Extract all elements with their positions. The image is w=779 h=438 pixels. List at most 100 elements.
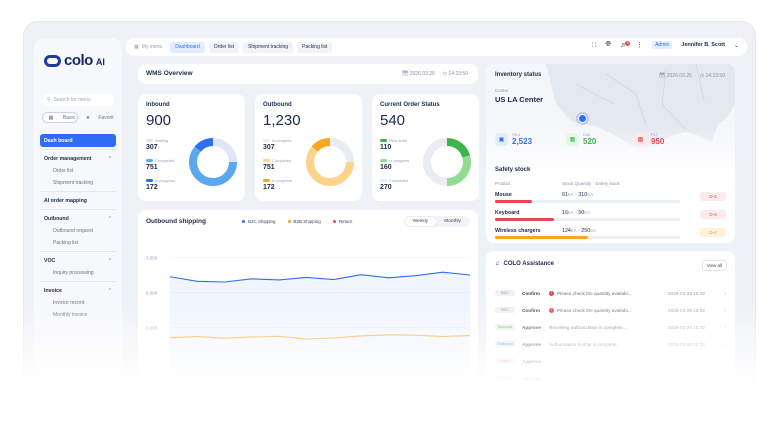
stock-value: 124 [562,228,571,234]
assistance-message: ! Please check the quantity availabi... [549,307,668,313]
tab-packing-list[interactable]: Packing list [297,41,333,53]
location-pin-icon[interactable] [578,114,587,123]
calendar-date: 📅︎ 2026.03.26 [658,73,692,79]
safety-stock-row[interactable]: Mouse 61EA · 310EA D-2 [495,192,726,206]
product-name: Keyboard [495,210,520,216]
more-vertical-icon[interactable]: ⋮ [636,42,644,49]
monthly-button[interactable]: Monthly [444,219,461,224]
inventory-status-card: Inventory status 📅︎ 2026.03.26 ◷ 14:23:5… [486,64,735,243]
user-name[interactable]: Jennifer B. Scott [681,42,725,48]
safety-stock-row[interactable]: Keyboard 16EA · 50EA D-3 [495,210,726,224]
action-label: Confirm [522,290,540,296]
stat-title: Inbound [146,102,170,108]
app-window: colo AI ⚲ Search for menu ▦ Basic ★ Favori… [24,22,755,422]
chevron-down-icon[interactable]: ⌄ [733,42,739,49]
assistance-row[interactable]: B2C Confirm! Please check the quantity ava… [495,287,726,299]
safety-stock-row[interactable]: Wireless chargers 124EA · 250EA D-4 [495,228,726,242]
assistance-row[interactable]: Inbound Approve Receiving authorization is… [495,321,726,333]
weekly-button[interactable]: Weekly [404,217,437,226]
menu-icon: ▦ [134,44,139,50]
y-tick-label: 3,000 [146,326,158,331]
kpi-label: Cell [583,132,590,137]
sidebar-subitem-outbound-request[interactable]: Outbound request [40,225,116,237]
kpi-value: 2,523 [512,137,533,146]
assistance-row[interactable]: Return Approve › [495,355,726,367]
category-tag: B2C [495,290,515,296]
toggle-favorit-label: Favorit [98,114,114,121]
sidebar-subitem-order-list[interactable]: Order list [40,165,116,177]
message-text: Receiving authorization is complete... [549,324,627,330]
sidebar-item-order-management[interactable]: Order management ⌃ [40,152,116,165]
assistance-row[interactable]: Return Approve › [495,372,726,384]
sidebar-item-ai-order-mapping[interactable]: AI order mapping [40,194,116,207]
stat-legend-row: Completed 751 [146,158,174,171]
chevron-right-icon[interactable]: › [724,375,726,381]
globe-icon[interactable]: 🌐︎ [605,41,612,48]
outbound-donut-chart [306,138,354,186]
legend-value: 110 [380,144,392,151]
product-name: Wireless chargers [495,228,541,234]
sidebar-subitem-invoice-record[interactable]: Invoice record [40,297,116,309]
toggle-favorit[interactable]: ★ Favorit [80,112,114,123]
assistance-row[interactable]: Outbound Approve Authorization to ship is … [495,338,726,350]
chevron-right-icon[interactable]: › [724,307,726,313]
assistance-message: Receiving authorization is complete... [549,325,668,330]
legend-swatch [263,179,270,182]
sidebar-item-voc[interactable]: VOC ⌃ [40,254,116,267]
map-background[interactable] [486,64,735,174]
logo[interactable]: colo AI [44,52,105,69]
menu-search-input[interactable]: ⚲ Search for menu [42,94,114,106]
chevron-right-icon[interactable]: › [724,358,726,364]
top-bar: ▦ My menu Dashboard Order list Shipment t… [126,38,747,56]
stock-unit: EA [570,228,577,233]
category-tag: Return [495,358,515,364]
chevron-right-icon[interactable]: › [724,341,726,347]
stat-legend-row: Incomplete 307 [263,138,292,151]
legend-swatch [380,159,387,162]
y-tick-label: 6,000 [146,291,158,296]
toggle-basic-label: Basic [62,114,76,121]
center-name[interactable]: US LA Center [495,95,544,104]
notification-bell-icon[interactable]: ♬ 3 [620,40,631,49]
sidebar-subitem-packing-list[interactable]: Packing list [40,237,116,249]
chevron-right-icon[interactable]: › [724,290,726,296]
action-label: Approve [522,341,542,347]
stock-value: 61 [562,192,568,198]
series-line-b2c-shipping[interactable] [169,271,471,283]
sidebar-subitem-inquiry-processing[interactable]: Inquiry processing [40,267,116,279]
sidebar-item-outbound[interactable]: Outbound ⌃ [40,212,116,225]
sidebar-item-dashboard[interactable]: Dash board [40,134,116,147]
period-toggle: Weekly Monthly [403,216,470,227]
stat-legend-row: In progress 160 [380,158,409,171]
toggle-basic[interactable]: ▦ Basic [42,112,78,123]
chevron-up-icon: ⌃ [107,257,112,264]
sidebar-subitem-monthly-invoice[interactable]: Monthly invoice [40,309,116,321]
tab-shipment-tracking[interactable]: Shipment tracking [243,41,294,53]
menu-toggle: ▦ Basic ★ Favorit [42,112,114,123]
legend-b2b[interactable]: B2B Shipping [287,219,321,224]
sidebar-item-invoice[interactable]: Invoice ⌃ [40,284,116,297]
legend-swatch [146,159,153,162]
legend-return[interactable]: Return [332,219,352,224]
action-label: Approve [522,324,542,330]
chevron-up-icon: ⌃ [107,287,112,294]
col-qty-header: Stock Quantity · Safety stock [562,181,620,186]
stat-total: 1,230 [263,112,301,129]
apps-grid-icon[interactable]: ∷ [592,42,597,49]
sidebar-subitem-shipment-tracking[interactable]: Shipment tracking [40,177,116,189]
box-icon: ▣ [495,132,508,146]
timestamp: 2026-03-26 15:32 [668,324,706,330]
tab-dashboard[interactable]: Dashboard [170,41,205,53]
assistance-row[interactable]: B2C Confirm! Please check the quantity ava… [495,304,726,316]
stock-unit: EA [567,192,574,197]
tab-order-list[interactable]: Order list [208,41,240,53]
stat-legend-row: New order 110 [380,138,407,151]
legend-b2c[interactable]: B2C Shipping [242,219,276,224]
chevron-right-icon[interactable]: › [724,324,726,330]
view-all-button[interactable]: View all [701,260,727,271]
stat-title: Outbound [263,102,292,108]
my-menu-button[interactable]: ▦ My menu [134,44,162,50]
inventory-time: 14:23:50 [705,73,725,79]
colo-title-text: COLO Assistance [503,261,554,267]
outbound-shipping-title: Outbound shipping [146,218,206,225]
